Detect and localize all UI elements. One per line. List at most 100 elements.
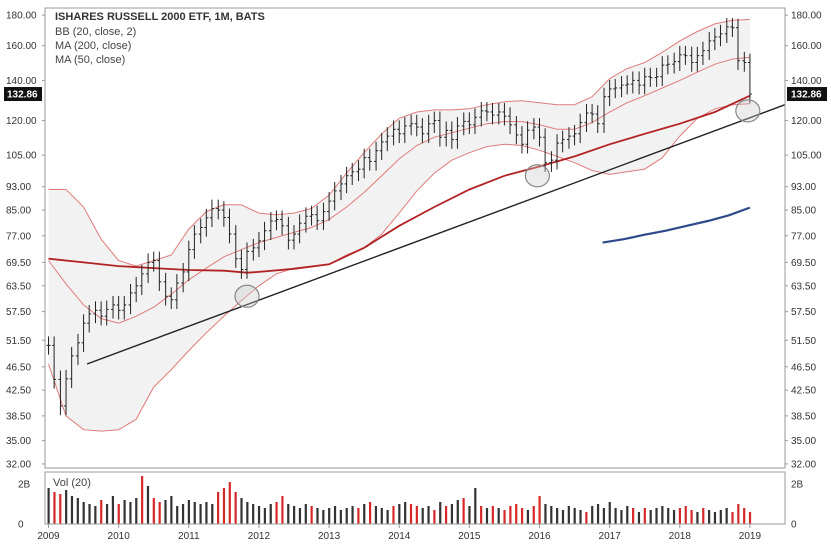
price-bar <box>479 101 484 127</box>
price-bar <box>134 276 139 303</box>
y-tick-label-right: 63.50 <box>791 281 816 292</box>
price-bar <box>677 45 682 71</box>
price-bar <box>742 51 747 72</box>
volume-bar <box>76 498 79 524</box>
volume-bar <box>257 506 261 524</box>
volume-bar <box>708 510 711 524</box>
volume-bar <box>444 506 448 524</box>
price-bar <box>730 17 735 37</box>
price-bar <box>139 264 144 296</box>
y-tick-label-left: 57.50 <box>6 307 31 318</box>
price-bar <box>268 212 273 241</box>
last-price-label-left: 132.86 <box>7 90 38 101</box>
price-bar <box>695 46 700 72</box>
price-bar <box>146 253 151 284</box>
vol-tick-label-right: 2B <box>791 480 804 491</box>
x-tick-label: 2017 <box>599 531 622 542</box>
price-bar <box>327 192 332 221</box>
price-bar <box>64 369 69 416</box>
price-bar <box>297 214 302 244</box>
price-bar <box>736 18 741 71</box>
volume-bar <box>152 498 155 524</box>
y-tick-label-left: 77.00 <box>6 231 31 242</box>
volume-bar <box>503 510 506 524</box>
volume-bar <box>439 502 442 524</box>
y-tick-label-right: 140.00 <box>791 76 822 87</box>
x-tick-label: 2018 <box>669 531 692 542</box>
y-tick-label-left: 140.00 <box>6 76 37 87</box>
volume-bar <box>363 504 366 524</box>
price-bar <box>303 207 308 233</box>
volume-bar <box>240 498 243 524</box>
x-tick-label: 2013 <box>318 531 341 542</box>
price-bar <box>385 127 390 152</box>
x-tick-label: 2016 <box>528 531 551 542</box>
ma-200-line <box>602 206 751 244</box>
price-bar <box>449 121 454 149</box>
price-bar <box>665 55 670 75</box>
price-bar <box>163 272 168 306</box>
volume-bar <box>82 502 85 524</box>
volume-bar <box>567 506 570 524</box>
volume-bar <box>450 504 454 524</box>
price-bar <box>122 296 127 320</box>
volume-bar <box>111 496 115 524</box>
price-bar <box>245 242 250 279</box>
volume-bar <box>626 506 629 524</box>
volume-bar <box>748 512 752 524</box>
volume-panel-frame <box>44 471 786 525</box>
volume-bar <box>328 508 331 524</box>
volume-bar <box>181 504 185 524</box>
y-tick-label-right: 51.50 <box>791 336 816 347</box>
vol-tick-label-right: 0 <box>791 520 797 531</box>
volume-bar <box>94 506 97 524</box>
volume-bar <box>667 508 670 524</box>
price-bar <box>374 141 379 171</box>
price-bar <box>700 41 705 65</box>
price-bar <box>496 103 501 125</box>
price-bar <box>718 24 723 47</box>
volume-bar <box>690 510 693 524</box>
price-bar <box>350 162 355 186</box>
last-price-label-right: 132.86 <box>791 90 822 101</box>
price-bar <box>642 67 647 95</box>
price-bar <box>181 262 186 293</box>
price-bar <box>660 56 665 86</box>
price-bar <box>625 75 630 95</box>
price-bar <box>69 346 74 389</box>
volume-bar <box>222 488 226 524</box>
y-tick-label-right: 105.00 <box>791 151 822 162</box>
price-bar <box>216 199 221 220</box>
price-bar <box>543 128 548 172</box>
price-bar <box>46 336 51 355</box>
volume-bar <box>217 492 220 524</box>
price-bar <box>239 249 244 279</box>
volume-bar <box>725 508 728 524</box>
ma-50-line <box>48 94 751 274</box>
volume-bar <box>88 504 91 524</box>
price-bar <box>531 118 536 140</box>
volume-bar <box>199 504 202 524</box>
price-bar <box>332 181 337 211</box>
volume-bar <box>123 500 126 524</box>
price-bar <box>630 71 635 94</box>
volume-bar <box>100 500 103 524</box>
price-bar <box>93 301 98 324</box>
y-tick-label-right: 180.00 <box>791 11 822 22</box>
volume-bar <box>515 504 518 524</box>
volume-bar <box>234 492 237 524</box>
volume-bar <box>550 506 553 524</box>
y-tick-label-right: 77.00 <box>791 231 816 242</box>
price-bar <box>437 111 442 147</box>
volume-bar <box>520 508 524 524</box>
volume-bar <box>368 502 372 524</box>
y-tick-label-left: 51.50 <box>6 336 31 347</box>
price-bar <box>87 304 92 333</box>
y-tick-label-right: 57.50 <box>791 307 816 318</box>
volume-bar <box>573 508 576 524</box>
volume-bar <box>298 508 302 524</box>
price-bar <box>204 208 209 237</box>
price-bar <box>572 124 577 146</box>
price-panel-frame <box>44 7 786 469</box>
volume-bar <box>380 508 383 524</box>
